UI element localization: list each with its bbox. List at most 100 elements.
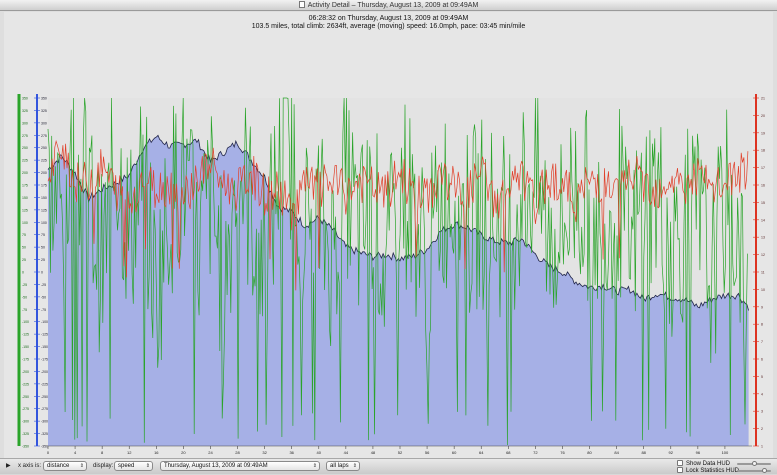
green-axis-tick-label: 50 bbox=[22, 246, 26, 250]
right-axis-tick-label: 5 bbox=[761, 375, 763, 379]
x-axis-tick-label: 12 bbox=[127, 450, 132, 455]
right-axis-tick-label: 6 bbox=[761, 358, 763, 362]
right-axis-tick-label: 13 bbox=[761, 236, 765, 240]
laps-popup[interactable]: all laps ⇕ bbox=[326, 461, 360, 471]
green-axis-tick-label: 150 bbox=[22, 196, 28, 200]
x-axis-value: distance bbox=[47, 463, 70, 469]
left-axis-tick-label: 275 bbox=[41, 134, 47, 138]
activity-value: Thursday, August 13, 2009 at 09:49AM bbox=[164, 463, 268, 469]
x-axis-tick-label: 4 bbox=[74, 450, 77, 455]
popup-arrows-icon: ⇕ bbox=[312, 463, 317, 469]
green-axis-tick-label: 275 bbox=[22, 134, 28, 138]
left-axis-tick-label: 250 bbox=[41, 146, 47, 150]
x-axis-tick-label: 0 bbox=[47, 450, 50, 455]
left-axis-tick-label: 175 bbox=[41, 184, 47, 188]
smoothing-slider-knob[interactable] bbox=[762, 468, 767, 473]
green-axis-tick-label: -75 bbox=[22, 308, 27, 312]
right-axis-tick-label: 16 bbox=[761, 184, 765, 188]
display-label: display: bbox=[93, 463, 114, 469]
left-axis-tick-label: -350 bbox=[41, 445, 48, 449]
right-axis-tick-label: 10 bbox=[761, 288, 765, 292]
left-axis-tick-label: -100 bbox=[41, 320, 48, 324]
green-axis-tick-label: 250 bbox=[22, 146, 28, 150]
right-axis-tick-label: 7 bbox=[761, 340, 763, 344]
x-axis-tick-label: 36 bbox=[289, 450, 294, 455]
green-axis-tick-label: -175 bbox=[22, 358, 29, 362]
right-axis-tick-label: 2 bbox=[761, 427, 763, 431]
green-axis-tick-label: 200 bbox=[22, 171, 28, 175]
green-axis-tick-label: -350 bbox=[22, 445, 29, 449]
x-axis-tick-label: 88 bbox=[641, 450, 646, 455]
x-axis-popup[interactable]: distance ⇕ bbox=[43, 461, 87, 471]
lock-statistics-hud-checkbox[interactable]: Lock Statistics HUD bbox=[677, 467, 739, 475]
right-axis-tick-label: 9 bbox=[761, 305, 763, 309]
green-axis-tick-label: 300 bbox=[22, 121, 28, 125]
display-popup[interactable]: speed ⇕ bbox=[114, 461, 153, 471]
x-axis-tick-label: 56 bbox=[425, 450, 430, 455]
left-axis-tick-label: 100 bbox=[41, 221, 47, 225]
activity-popup[interactable]: Thursday, August 13, 2009 at 09:49AM ⇕ bbox=[160, 461, 320, 471]
right-axis-tick-label: 20 bbox=[761, 114, 765, 118]
right-axis-tick-label: 3 bbox=[761, 410, 763, 414]
left-axis-tick-label: 0 bbox=[41, 271, 43, 275]
bottom-toolbar: ▶ x axis is: distance ⇕ display: speed ⇕ T… bbox=[0, 458, 777, 474]
show-data-hud-label: Show Data HUD bbox=[686, 461, 731, 467]
x-axis-tick-label: 40 bbox=[317, 450, 322, 455]
x-axis-tick-label: 48 bbox=[371, 450, 376, 455]
left-axis-tick-label: 325 bbox=[41, 109, 47, 113]
zoom-slider-knob[interactable] bbox=[752, 461, 757, 466]
x-axis-tick-label: 92 bbox=[669, 450, 674, 455]
left-axis-tick-label: 75 bbox=[41, 233, 45, 237]
green-axis-tick-label: -325 bbox=[22, 432, 29, 436]
right-axis-tick-label: 14 bbox=[761, 218, 765, 222]
green-axis-tick-label: -225 bbox=[22, 382, 29, 386]
lock-statistics-hud-label: Lock Statistics HUD bbox=[686, 468, 740, 474]
popup-arrows-icon: ⇕ bbox=[79, 463, 84, 469]
right-axis-tick-label: 8 bbox=[761, 323, 763, 327]
green-axis-tick-label: -100 bbox=[22, 320, 29, 324]
green-axis-tick-label: 100 bbox=[22, 221, 28, 225]
left-axis-tick-label: -175 bbox=[41, 358, 48, 362]
x-axis-tick-label: 60 bbox=[452, 450, 457, 455]
smoothing-slider-track[interactable] bbox=[737, 470, 771, 472]
chart-area[interactable]: 06:28:32 on Thursday, August 13, 2009 at… bbox=[4, 12, 773, 458]
green-axis-tick-label: -125 bbox=[22, 333, 29, 337]
left-axis-tick-label: 50 bbox=[41, 246, 45, 250]
left-axis-tick-label: 200 bbox=[41, 171, 47, 175]
right-axis-tick-label: 12 bbox=[761, 253, 765, 257]
x-axis-tick-label: 100 bbox=[722, 450, 729, 455]
x-axis-tick-label: 8 bbox=[101, 450, 104, 455]
green-axis-tick-label: -200 bbox=[22, 370, 29, 374]
activity-chart[interactable]: 3503503253253003002752752502502252252002… bbox=[4, 12, 773, 458]
green-axis-tick-label: 175 bbox=[22, 184, 28, 188]
green-series-line bbox=[47, 97, 748, 446]
green-axis-tick-label: -275 bbox=[22, 407, 29, 411]
right-axis-tick-label: 11 bbox=[761, 271, 765, 275]
window-title: Activity Detail – Thursday, August 13, 2… bbox=[307, 2, 479, 9]
show-data-hud-checkbox[interactable]: Show Data HUD bbox=[677, 460, 730, 468]
right-axis-tick-label: 17 bbox=[761, 166, 765, 170]
display-value: speed bbox=[118, 463, 135, 469]
green-axis-tick-label: -25 bbox=[22, 283, 27, 287]
right-axis-tick-label: 4 bbox=[761, 392, 763, 396]
x-axis-tick-label: 76 bbox=[560, 450, 565, 455]
left-axis-tick-label: 350 bbox=[41, 97, 47, 101]
green-axis-tick-label: 125 bbox=[22, 208, 28, 212]
right-axis-tick-label: 15 bbox=[761, 201, 765, 205]
disclosure-triangle-icon[interactable]: ▶ bbox=[6, 463, 11, 469]
right-axis-tick-label: 1 bbox=[761, 445, 763, 449]
x-axis-tick-label: 72 bbox=[533, 450, 538, 455]
left-axis-tick-label: 150 bbox=[41, 196, 47, 200]
laps-value: all laps bbox=[330, 463, 349, 469]
left-axis-tick-label: -200 bbox=[41, 370, 48, 374]
left-axis-tick-label: -275 bbox=[41, 407, 48, 411]
popup-arrows-icon: ⇕ bbox=[145, 463, 150, 469]
x-axis-tick-label: 68 bbox=[506, 450, 511, 455]
left-axis-tick-label: -325 bbox=[41, 432, 48, 436]
green-axis-tick-label: 325 bbox=[22, 109, 28, 113]
left-axis-tick-label: -125 bbox=[41, 333, 48, 337]
green-axis-tick-label: 75 bbox=[22, 233, 26, 237]
title-bar[interactable]: Activity Detail – Thursday, August 13, 2… bbox=[0, 0, 777, 11]
left-axis-tick-label: 225 bbox=[41, 159, 47, 163]
